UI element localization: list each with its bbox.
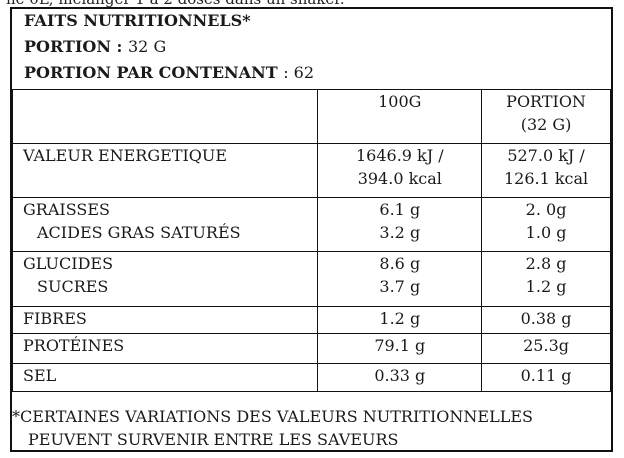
- table-row: PROTÉINES 79.1 g 25.3g: [11, 333, 611, 364]
- carbs-portion: 2.8 g 1.2 g: [481, 251, 611, 307]
- sugars-100g-value: 3.7 g: [379, 277, 421, 296]
- table-row: GRAISSES ACIDES GRAS SATURÉS 6.1 g 3.2 g…: [11, 197, 611, 252]
- table-row: VALEUR ENERGETIQUE 1646.9 kJ / 394.0 kca…: [11, 143, 611, 198]
- sugars-portion-value: 1.2 g: [525, 277, 567, 296]
- energy-100g-kj: 1646.9 kJ /: [355, 146, 444, 165]
- saturated-fat-label: ACIDES GRAS SATURÉS: [37, 223, 241, 242]
- per-container-line: PORTION PAR CONTENANT : 62: [24, 63, 314, 82]
- fat-portion: 2. 0g 1.0 g: [481, 197, 611, 252]
- protein-portion-value: 25.3g: [481, 333, 611, 364]
- energy-100g-kcal: 394.0 kcal: [357, 169, 442, 188]
- footnote: *CERTAINES VARIATIONS DES VALEURS NUTRIT…: [12, 405, 611, 451]
- per-container-label: PORTION PAR CONTENANT: [24, 63, 278, 82]
- nutrition-table: 100G PORTION (32 G) VALEUR ENERGETIQUE 1…: [11, 89, 611, 392]
- fiber-portion-value: 0.38 g: [481, 306, 611, 334]
- table-header-row: 100G PORTION (32 G): [11, 89, 611, 144]
- nutrition-title: FAITS NUTRITIONNELS*: [24, 11, 251, 30]
- column-header-100g: 100G: [317, 89, 483, 144]
- footnote-line1: *CERTAINES VARIATIONS DES VALEURS NUTRIT…: [12, 407, 533, 426]
- protein-label: PROTÉINES: [11, 333, 319, 364]
- saturated-fat-100g-value: 3.2 g: [379, 223, 421, 242]
- energy-portion-kcal: 126.1 kcal: [503, 169, 589, 188]
- footnote-line2: PEUVENT SURVENIR ENTRE LES SAVEURS: [28, 430, 399, 449]
- salt-portion-value: 0.11 g: [481, 363, 611, 392]
- salt-label: SEL: [11, 363, 319, 392]
- energy-portion: 527.0 kJ / 126.1 kcal: [481, 143, 611, 198]
- table-row: GLUCIDES SUCRES 8.6 g 3.7 g 2.8 g 1.2 g: [11, 251, 611, 307]
- carbs-100g-value: 8.6 g: [379, 254, 421, 273]
- protein-100g-value: 79.1 g: [317, 333, 483, 364]
- column-header-portion-line2: (32 G): [520, 115, 572, 134]
- saturated-fat-portion-value: 1.0 g: [525, 223, 567, 242]
- fiber-100g-value: 1.2 g: [317, 306, 483, 334]
- column-header-100g-text: 100G: [378, 92, 422, 111]
- nutrition-facts-panel: FAITS NUTRITIONNELS* PORTION : 32 G PORT…: [10, 7, 613, 452]
- portion-value: 32 G: [128, 37, 167, 56]
- fat-100g: 6.1 g 3.2 g: [317, 197, 483, 252]
- fat-portion-value: 2. 0g: [525, 200, 567, 219]
- carbs-labels: GLUCIDES SUCRES: [11, 251, 319, 307]
- salt-100g-value: 0.33 g: [317, 363, 483, 392]
- table-row: FIBRES 1.2 g 0.38 g: [11, 306, 611, 334]
- carbs-label: GLUCIDES: [23, 254, 114, 273]
- column-header-portion: PORTION (32 G): [481, 89, 611, 144]
- fat-label: GRAISSES: [23, 200, 110, 219]
- fat-100g-value: 6.1 g: [379, 200, 421, 219]
- energy-100g: 1646.9 kJ / 394.0 kcal: [317, 143, 483, 198]
- per-container-value: : 62: [283, 63, 315, 82]
- column-header-portion-line1: PORTION: [506, 92, 586, 111]
- empty-header-cell: [11, 89, 319, 144]
- carbs-100g: 8.6 g 3.7 g: [317, 251, 483, 307]
- energy-portion-kj: 527.0 kJ /: [507, 146, 585, 165]
- portion-line: PORTION : 32 G: [24, 37, 166, 56]
- cropped-top-text: ne 0L, mélanger 1 à 2 doses dans un shak…: [6, 0, 345, 8]
- carbs-portion-value: 2.8 g: [525, 254, 567, 273]
- sugars-label: SUCRES: [37, 277, 109, 296]
- energy-label: VALEUR ENERGETIQUE: [11, 143, 319, 198]
- fat-labels: GRAISSES ACIDES GRAS SATURÉS: [11, 197, 319, 252]
- table-row: SEL 0.33 g 0.11 g: [11, 363, 611, 392]
- portion-label: PORTION :: [24, 37, 123, 56]
- fiber-label: FIBRES: [11, 306, 319, 334]
